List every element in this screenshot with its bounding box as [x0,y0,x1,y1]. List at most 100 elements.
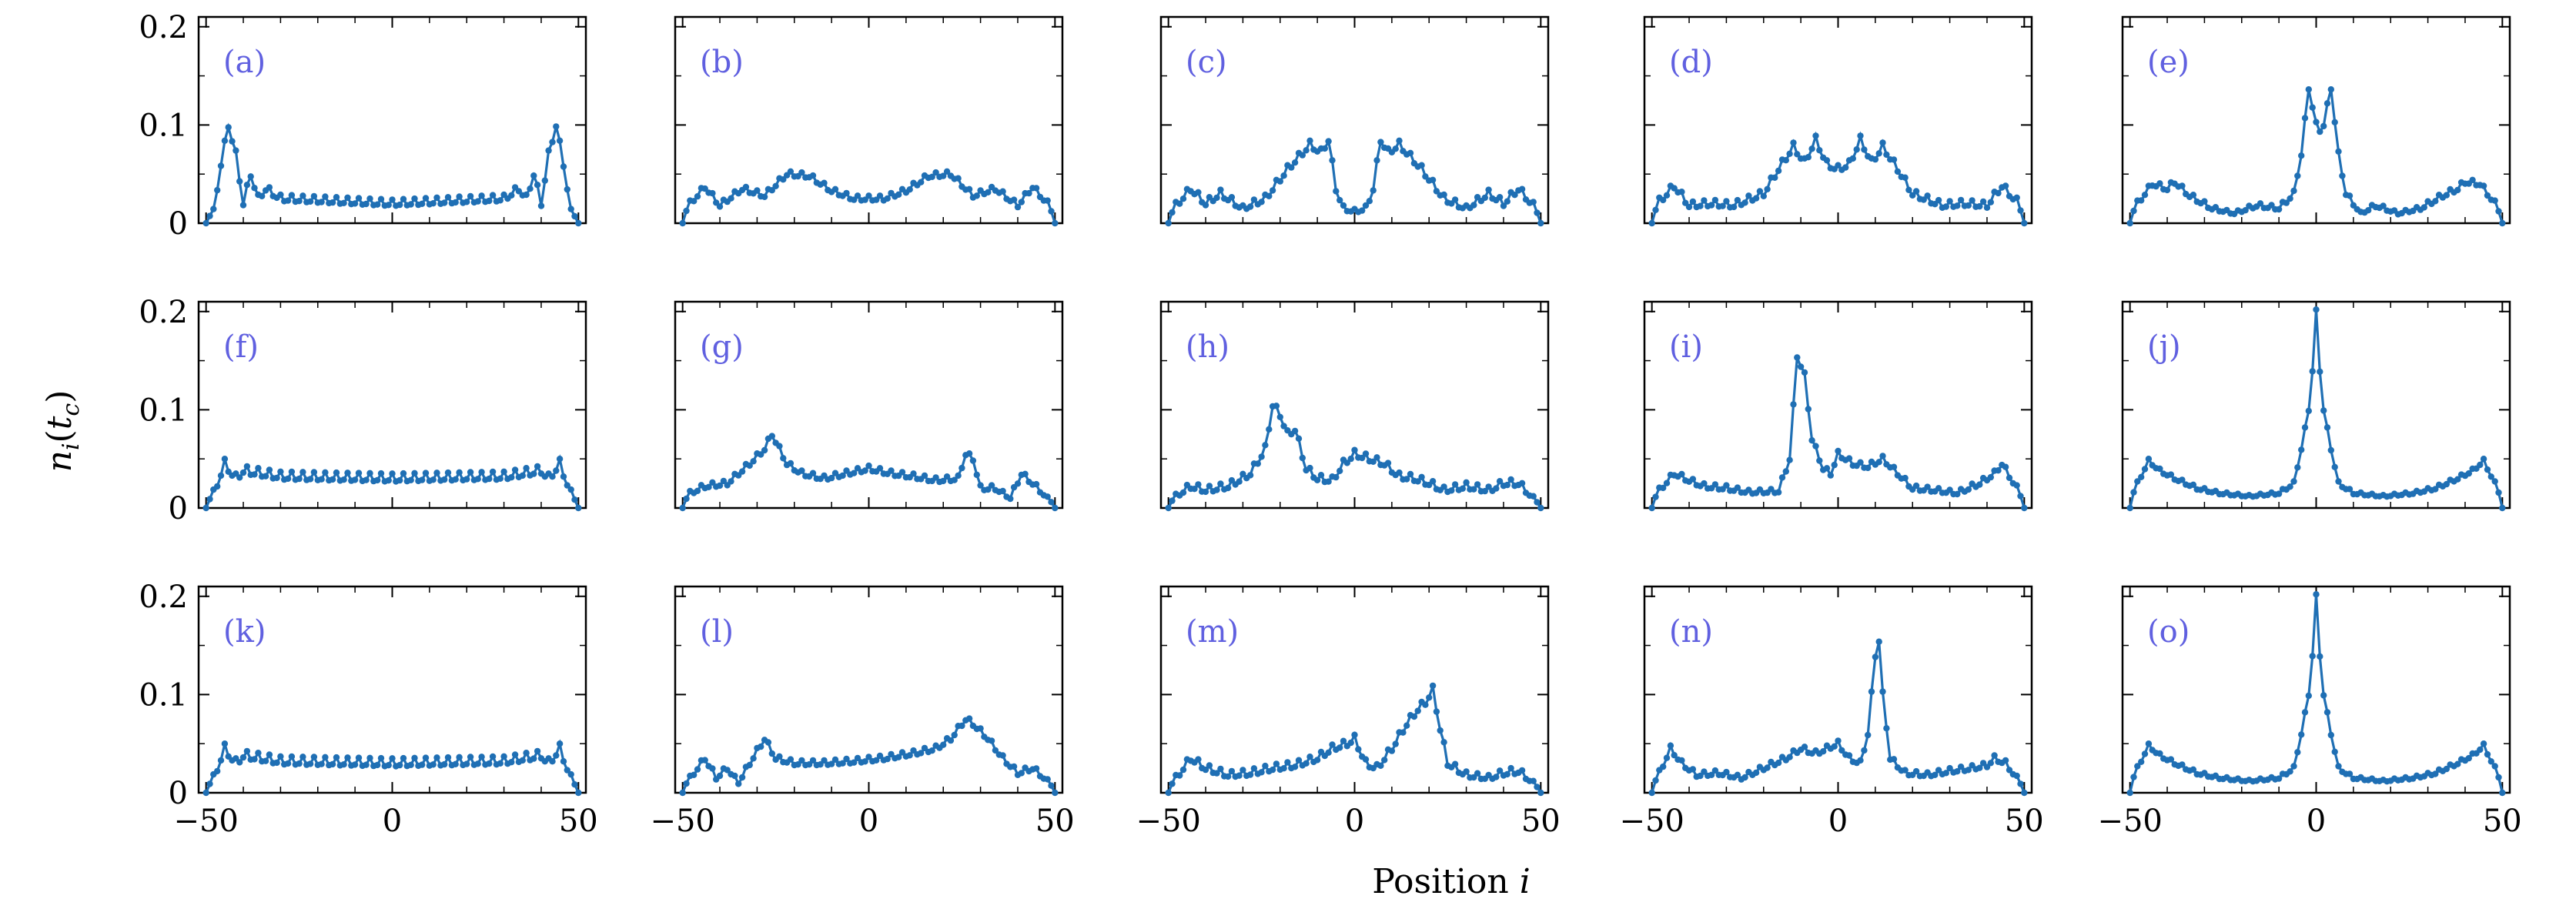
x-tick-label: 50 [2005,804,2044,839]
data-point [1451,196,1459,203]
data-point [467,192,474,200]
data-point [2006,767,2013,774]
data-point [214,186,221,194]
data-point [1865,464,1872,472]
data-point [1325,749,1332,756]
data-point [2130,207,2137,215]
data-point [1239,767,1246,774]
data-point [2179,476,2186,483]
data-point [2484,750,2491,758]
data-point [1861,146,1868,153]
panel-b: (b) [674,15,1064,227]
data-point [1010,196,1018,203]
data-point [1868,688,1875,695]
data-point [876,752,884,760]
data-point [940,477,947,485]
data-point [251,756,258,763]
data-point [1410,713,1418,720]
data-point [2190,192,2197,199]
data-point [851,470,858,476]
data-point [530,755,537,762]
data-point [534,182,541,189]
data-point [2346,486,2354,493]
data-point [1448,487,1455,494]
data-point [366,754,373,761]
data-point [1396,469,1403,476]
data-point [2323,709,2331,716]
data-point [1269,766,1276,774]
data-point [1414,707,1421,714]
data-point [821,757,828,764]
data-point [1359,454,1366,462]
data-point [798,169,805,176]
data-point [340,476,347,483]
data-point [1942,203,1949,210]
data-point [1266,192,1273,199]
data-point [202,789,209,797]
data-point [1518,185,1526,192]
data-point [2138,758,2145,765]
data-point [1407,470,1414,478]
data-point [1299,152,1306,159]
data-point [1213,486,1220,493]
data-point [2465,754,2472,762]
data-point [2190,481,2197,488]
data-point [2294,464,2301,471]
panel-label: (j) [2147,329,2181,365]
data-point [1048,499,1055,506]
data-point [1663,192,1671,199]
data-point [1734,484,1741,491]
data-point [407,761,414,768]
data-point [1459,485,1467,492]
data-point [1266,426,1273,433]
data-point [537,202,545,209]
data-point [527,185,534,192]
data-point [262,473,269,480]
data-point [1254,460,1262,467]
data-point [2305,407,2312,415]
data-point [1213,194,1220,202]
data-point [1842,164,1849,171]
data-point [2499,504,2506,512]
data-point [843,189,850,197]
data-point [523,750,530,757]
data-point [1912,767,1920,775]
data-point [1756,188,1764,195]
data-point [1835,737,1842,744]
data-point [556,740,564,747]
data-point [1831,743,1838,750]
data-point [530,172,537,179]
data-point [411,754,418,761]
data-point [1816,147,1823,154]
data-point [876,192,884,199]
data-point [2346,192,2354,199]
data-point [474,198,481,205]
data-point [1734,771,1741,778]
x-tick-label: 0 [859,804,878,839]
data-point [2130,489,2137,496]
data-point [1496,194,1504,201]
panel-label: (d) [1669,45,1713,80]
data-point [497,197,503,204]
data-point [1496,478,1504,485]
data-point [1808,437,1815,444]
data-point [2480,182,2487,189]
data-point [1909,192,1916,199]
data-point [973,471,981,479]
panel-label: (e) [2147,45,2190,80]
data-point [2130,774,2137,780]
x-tick-label: 0 [2307,804,2326,839]
data-point [1879,139,1886,146]
data-point [2002,182,2009,189]
data-point [1217,186,1224,193]
data-point [2163,186,2171,194]
data-point [2443,765,2450,773]
data-point [206,780,213,787]
data-point [906,186,913,193]
data-point [467,469,474,476]
data-point [709,479,716,486]
data-point [888,467,895,474]
data-point [2309,104,2316,111]
data-point [1991,752,1998,759]
data-point [318,199,325,206]
